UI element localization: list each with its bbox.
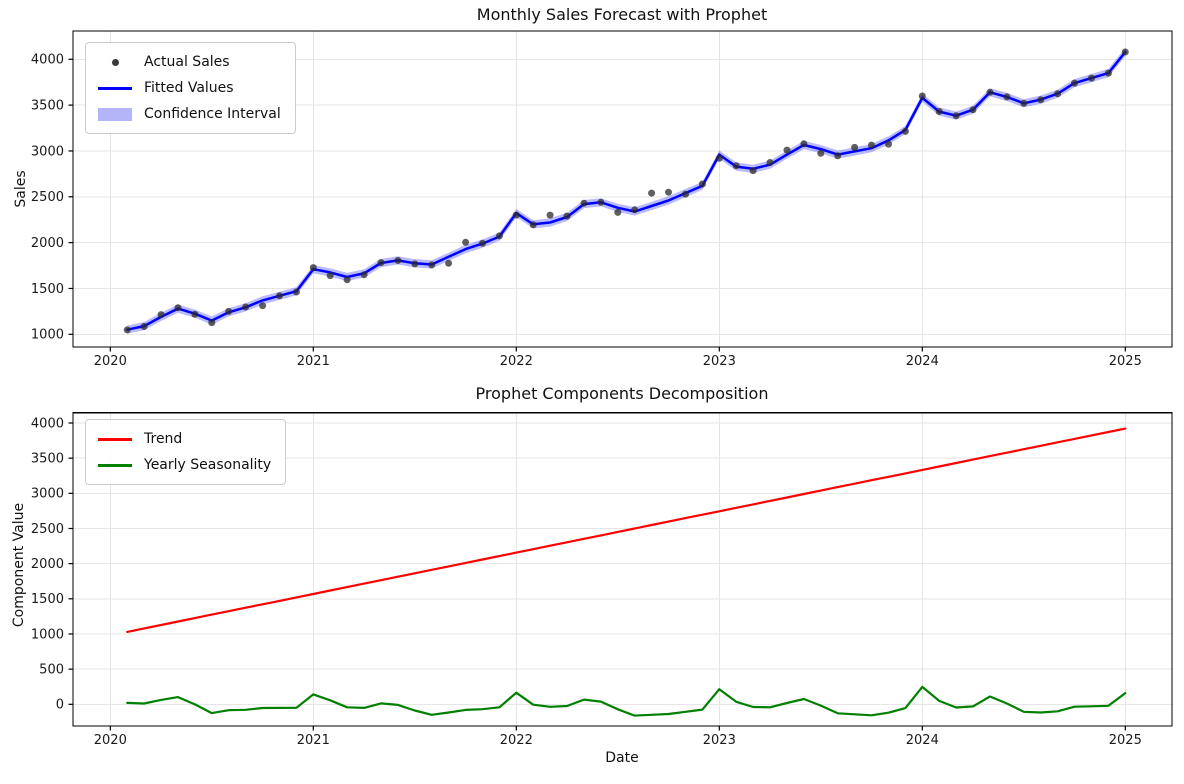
svg-text:2022: 2022 [500,354,533,369]
line-marker-icon [94,86,136,90]
svg-text:3500: 3500 [31,452,64,467]
svg-text:1000: 1000 [31,328,64,343]
svg-text:1500: 1500 [31,282,64,297]
legend-label: Fitted Values [144,80,234,96]
svg-text:2022: 2022 [500,733,533,748]
legend-label: Confidence Interval [144,106,281,122]
svg-text:2023: 2023 [703,733,736,748]
svg-text:2023: 2023 [703,354,736,369]
svg-text:2020: 2020 [94,354,127,369]
svg-text:4000: 4000 [31,416,64,431]
svg-text:2021: 2021 [297,354,330,369]
svg-text:3500: 3500 [31,99,64,114]
svg-text:1000: 1000 [31,627,64,642]
svg-text:2500: 2500 [31,522,64,537]
legend-item-fitted-values: Fitted Values [94,75,281,101]
svg-text:0: 0 [56,698,64,713]
legend-item-confidence-interval: Confidence Interval [94,101,281,127]
svg-text:2025: 2025 [1109,354,1142,369]
svg-text:3000: 3000 [31,487,64,502]
line-marker-icon [94,437,136,441]
svg-text:2020: 2020 [94,733,127,748]
legend-item-actual-sales: Actual Sales [94,49,281,75]
svg-text:500: 500 [39,663,64,678]
svg-text:2024: 2024 [906,733,939,748]
svg-text:2024: 2024 [906,354,939,369]
bottom-y-axis-label: Component Value [11,502,27,628]
svg-text:2500: 2500 [31,190,64,205]
top-y-axis-label: Sales [13,170,29,208]
svg-text:1500: 1500 [31,592,64,607]
svg-text:2021: 2021 [297,733,330,748]
x-axis-label: Date [605,750,639,766]
top-chart-title: Monthly Sales Forecast with Prophet [476,5,768,24]
legend-label: Actual Sales [144,54,230,70]
top-chart-legend: Actual Sales Fitted Values Confidence In… [85,42,296,134]
legend-item-trend: Trend [94,426,271,452]
svg-text:4000: 4000 [31,53,64,68]
legend-label: Trend [144,431,183,447]
legend-item-yearly-seasonality: Yearly Seasonality [94,452,271,478]
scatter-marker-icon [94,58,136,66]
line-marker-icon [94,463,136,467]
svg-text:2025: 2025 [1109,733,1142,748]
svg-text:3000: 3000 [31,144,64,159]
patch-marker-icon [94,107,136,121]
legend-label: Yearly Seasonality [144,457,272,473]
svg-text:2000: 2000 [31,557,64,572]
svg-text:2000: 2000 [31,236,64,251]
bottom-chart-title: Prophet Components Decomposition [475,384,769,403]
bottom-chart-legend: Trend Yearly Seasonality [85,419,287,485]
